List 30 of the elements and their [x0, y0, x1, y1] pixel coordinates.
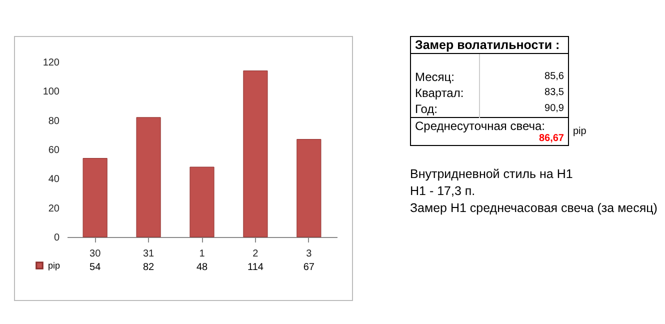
y-tick-label: 80	[48, 116, 60, 127]
text: Квартал:	[410, 84, 480, 100]
text: Замер H1 среднечасовая свеча (за месяц)	[410, 200, 658, 217]
y-tick-label: 120	[42, 58, 60, 68]
y-tick-label: 20	[48, 203, 60, 214]
data-label: 48	[196, 262, 208, 273]
text: Замер волатильности :	[410, 36, 568, 54]
y-tick-label: 100	[42, 86, 60, 98]
y-tick-label: 40	[48, 174, 60, 186]
x-tick-label: 31	[142, 248, 155, 260]
text: 83,5	[480, 84, 568, 100]
x-tick-label: 30	[90, 248, 102, 260]
x-tick-label: 1	[199, 248, 206, 260]
text: 90,9	[480, 100, 568, 117]
x-tick-label: 3	[306, 248, 312, 260]
text: pip	[572, 124, 588, 138]
data-label: 54	[90, 262, 102, 273]
text: H1 - 17,3 п.	[410, 183, 476, 200]
data-label: 67	[303, 262, 315, 273]
text: Месяц:	[410, 68, 480, 84]
x-tick-label: 2	[252, 248, 259, 260]
data-label: 82	[142, 262, 155, 273]
legend-label: pip	[48, 260, 60, 270]
text: Год:	[410, 100, 480, 117]
text: 86,67	[538, 132, 564, 144]
text: 85,6	[480, 68, 568, 84]
y-tick-label: 60	[48, 145, 60, 156]
y-tick-label: 0	[54, 232, 60, 244]
text: Внутридневной стиль на H1	[410, 166, 574, 183]
data-label: 114	[247, 262, 264, 273]
